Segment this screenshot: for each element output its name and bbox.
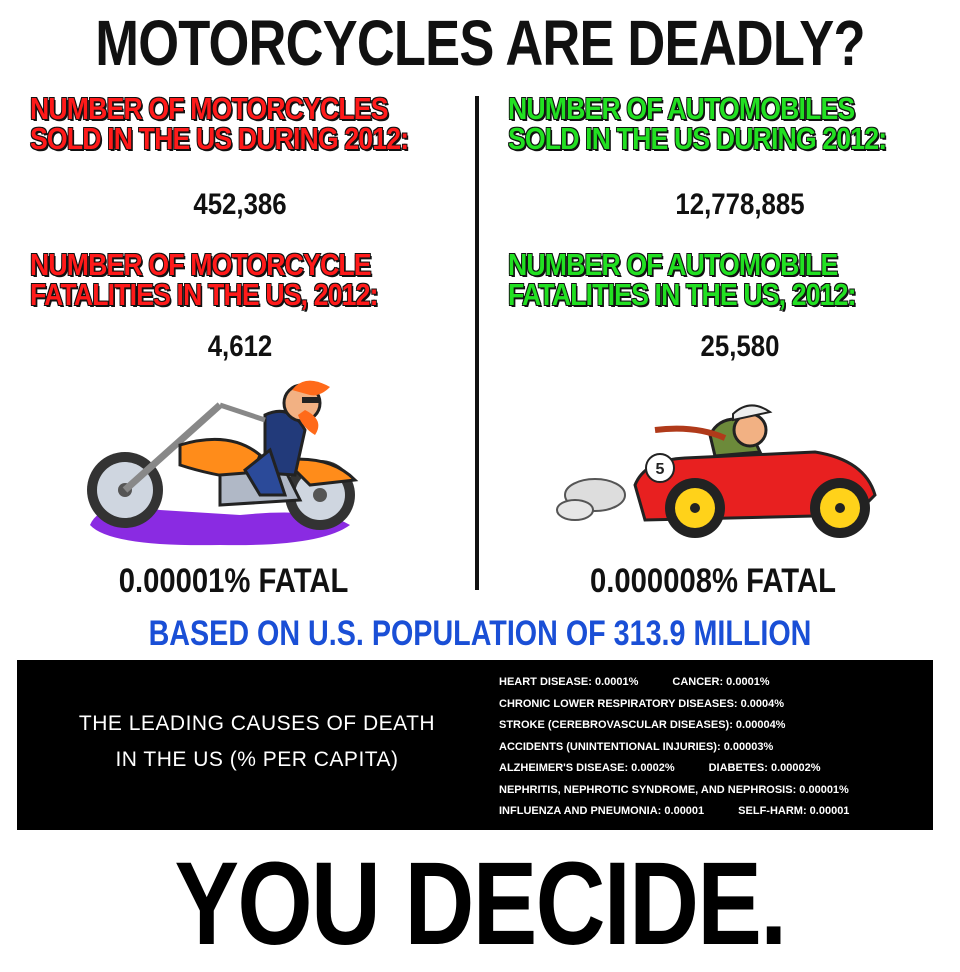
automobiles-sold-heading: NUMBER OF AUTOMOBILES SOLD IN THE US DUR…: [507, 91, 887, 156]
motorcycles-sold-value: 452,386: [193, 188, 287, 221]
list-item: NEPHRITIS, NEPHROTIC SYNDROME, AND NEPHR…: [499, 780, 929, 802]
motorcycles-sold-heading-line2: SOLD IN THE US DURING 2012:: [29, 121, 409, 156]
automobile-fatalities-heading-line2: FATALITIES IN THE US, 2012:: [507, 277, 857, 312]
cause-accidents: ACCIDENTS (UNINTENTIONAL INJURIES): 0.00…: [499, 740, 774, 753]
causes-title-line2: IN THE US (% PER CAPITA): [115, 748, 399, 771]
closing-statement: YOU DECIDE.: [174, 838, 787, 970]
automobiles-sold-heading-line1: NUMBER OF AUTOMOBILES: [507, 91, 855, 126]
automobile-fatalities-value: 25,580: [700, 330, 780, 363]
cause-stroke: STROKE (CEREBROVASCULAR DISEASES): 0.000…: [499, 719, 786, 731]
race-car-driver-icon: 5: [556, 404, 877, 538]
causes-of-death-panel: THE LEADING CAUSES OF DEATH IN THE US (%…: [17, 660, 933, 830]
motorcycle-fatalities-heading-line2: FATALITIES IN THE US, 2012:: [29, 277, 379, 312]
page-title: MOTORCYCLES ARE DEADLY?: [95, 7, 865, 79]
list-item: CHRONIC LOWER RESPIRATORY DISEASES: 0.00…: [499, 694, 929, 716]
motorcycle-fatal-rate: 0.00001% FATAL: [118, 562, 349, 600]
automobiles-sold-value: 12,778,885: [675, 188, 805, 221]
list-item: ACCIDENTS (UNINTENTIONAL INJURIES): 0.00…: [499, 737, 929, 759]
list-item: INFLUENZA AND PNEUMONIA: 0.00001 SELF-HA…: [499, 801, 929, 823]
causes-title: THE LEADING CAUSES OF DEATH IN THE US (%…: [37, 706, 477, 778]
motorcycle-rider-icon: [87, 380, 359, 546]
list-item: HEART DISEASE: 0.0001% CANCER: 0.0001%: [499, 672, 929, 694]
motorcycle-fatalities-heading-line1: NUMBER OF MOTORCYCLE: [29, 247, 372, 282]
automobile-fatalities-heading-line1: NUMBER OF AUTOMOBILE: [507, 247, 839, 282]
motorcycles-sold-heading: NUMBER OF MOTORCYCLES SOLD IN THE US DUR…: [29, 91, 409, 156]
cause-cancer: CANCER: 0.0001%: [672, 676, 770, 688]
car-number-label: 5: [656, 461, 665, 478]
cause-respiratory: CHRONIC LOWER RESPIRATORY DISEASES: 0.00…: [499, 697, 785, 710]
cause-diabetes: DIABETES: 0.00002%: [708, 762, 821, 774]
list-item: STROKE (CEREBROVASCULAR DISEASES): 0.000…: [499, 715, 929, 737]
automobile-fatal-rate: 0.000008% FATAL: [590, 562, 836, 600]
motorcycles-sold-heading-line1: NUMBER OF MOTORCYCLES: [29, 91, 389, 126]
automobiles-sold-heading-line2: SOLD IN THE US DURING 2012:: [507, 121, 887, 156]
cause-heart-disease: HEART DISEASE: 0.0001%: [499, 676, 639, 688]
cause-self-harm: SELF-HARM: 0.00001: [738, 805, 850, 817]
cause-influenza: INFLUENZA AND PNEUMONIA: 0.00001: [499, 805, 705, 817]
population-note: BASED ON U.S. POPULATION OF 313.9 MILLIO…: [148, 614, 812, 653]
motorcycle-fatalities-value: 4,612: [207, 330, 273, 363]
cause-nephritis: NEPHRITIS, NEPHROTIC SYNDROME, AND NEPHR…: [499, 783, 849, 796]
motorcycle-fatalities-heading: NUMBER OF MOTORCYCLE FATALITIES IN THE U…: [29, 247, 379, 312]
causes-list: HEART DISEASE: 0.0001% CANCER: 0.0001% C…: [499, 672, 929, 823]
list-item: ALZHEIMER'S DISEASE: 0.0002% DIABETES: 0…: [499, 758, 929, 780]
automobile-fatalities-heading: NUMBER OF AUTOMOBILE FATALITIES IN THE U…: [507, 247, 857, 312]
cause-alzheimers: ALZHEIMER'S DISEASE: 0.0002%: [499, 762, 675, 774]
causes-title-line1: THE LEADING CAUSES OF DEATH: [78, 712, 436, 735]
column-divider: [475, 96, 479, 590]
